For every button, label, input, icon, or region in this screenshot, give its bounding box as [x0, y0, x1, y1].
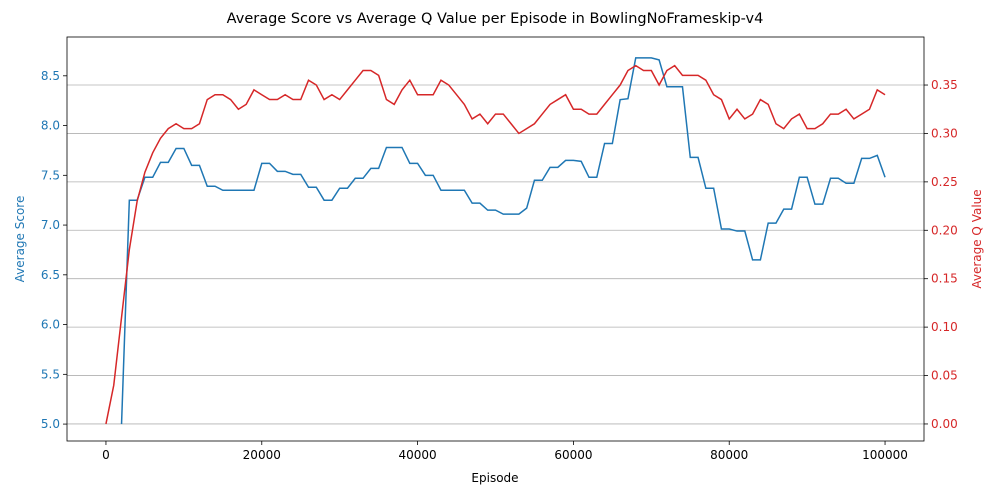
y-tick-label: 5.5 — [41, 367, 60, 381]
y-tick-label: 7.5 — [41, 168, 60, 182]
x-tick-label: 0 — [102, 448, 110, 462]
y-tick-label: 6.0 — [41, 318, 60, 332]
y2-tick-label: 0.10 — [931, 320, 958, 334]
series-line — [105, 64, 886, 425]
x-tick-label: 100000 — [862, 448, 908, 462]
y2-axis-label: Average Q Value — [970, 189, 984, 288]
y-axis-label: Average Score — [13, 196, 27, 283]
chart-title: Average Score vs Average Q Value per Epi… — [227, 11, 764, 27]
y-tick-label: 6.5 — [41, 268, 60, 282]
y2-tick-label: 0.20 — [931, 223, 958, 237]
y-tick-label: 7.0 — [41, 218, 60, 232]
series-line — [120, 57, 886, 425]
y2-tick-label: 0.35 — [931, 78, 958, 92]
y-tick-label: 8.0 — [41, 119, 60, 133]
x-tick-label: 20000 — [243, 448, 281, 462]
y2-tick-label: 0.30 — [931, 126, 958, 140]
x-tick-label: 80000 — [710, 448, 748, 462]
x-tick-label: 60000 — [554, 448, 592, 462]
x-tick-label: 40000 — [398, 448, 436, 462]
y-tick-label: 5.0 — [41, 417, 60, 431]
y2-tick-label: 0.00 — [931, 417, 958, 431]
plot-frame — [66, 36, 925, 442]
y2-tick-label: 0.25 — [931, 175, 958, 189]
y-tick-label: 8.5 — [41, 69, 60, 83]
x-axis-label: Episode — [471, 471, 518, 485]
y2-tick-label: 0.15 — [931, 272, 958, 286]
y2-tick-label: 0.05 — [931, 369, 958, 383]
